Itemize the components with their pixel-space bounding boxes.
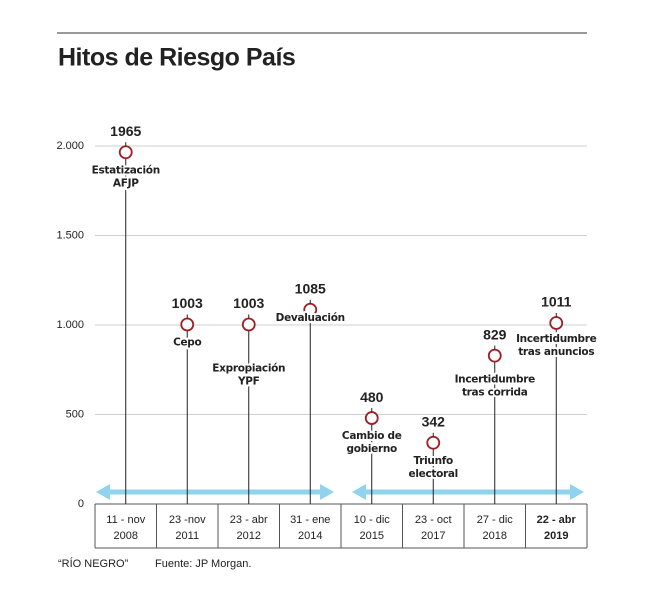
- x-tick-label: 2019: [544, 530, 568, 542]
- event-label: Incertidumbre: [516, 333, 597, 345]
- value-label: 342: [422, 413, 446, 429]
- point: [487, 348, 502, 363]
- value-label: 1003: [172, 295, 203, 311]
- value-label: 1003: [233, 295, 264, 311]
- chart-title: Hitos de Riesgo País: [58, 44, 295, 72]
- y-tick-label: 500: [66, 408, 84, 420]
- point: [118, 145, 133, 160]
- x-tick-label: 2017: [421, 530, 445, 542]
- value-label: 1965: [110, 123, 141, 139]
- arrow-head: [352, 484, 366, 500]
- value-label: 480: [360, 389, 384, 405]
- event-label: gobierno: [347, 443, 398, 455]
- point: [549, 316, 564, 330]
- x-tick-label: 23 -nov: [169, 514, 206, 526]
- point: [426, 435, 441, 450]
- y-tick-label: 1.000: [56, 319, 84, 331]
- x-tick-label: 27 - dic: [477, 514, 514, 526]
- arrow-head: [570, 484, 584, 500]
- event-label: tras anuncios: [518, 346, 594, 358]
- stems: [125, 152, 557, 504]
- x-tick-label: 2012: [237, 530, 261, 542]
- point: [180, 317, 195, 332]
- event-label: Cepo: [173, 336, 201, 348]
- y-tick-label: 1.500: [56, 229, 84, 241]
- event-label: Cambio de: [342, 430, 402, 442]
- event-label: tras corrida: [462, 387, 528, 399]
- event-label: YPF: [237, 375, 260, 387]
- x-tick-label: 23 - abr: [230, 514, 268, 526]
- x-tick-label: 23 - oct: [415, 514, 452, 526]
- y-tick-label: 2.000: [56, 140, 84, 152]
- x-tick-label: 2014: [298, 530, 322, 542]
- event-label: Devaluación: [276, 312, 345, 324]
- value-label: 1085: [295, 280, 326, 296]
- x-tick-label: 22 - abr: [537, 514, 577, 526]
- event-label: electoral: [409, 468, 458, 480]
- x-tick-label: 2018: [483, 530, 507, 542]
- x-tick-label: 11 - nov: [106, 514, 145, 526]
- x-tick-label: 2011: [175, 530, 199, 542]
- y-tick-label: 0: [78, 498, 84, 510]
- x-tick-label: 31 - ene: [290, 514, 330, 526]
- event-label: Expropiación: [212, 362, 285, 374]
- event-label: Estatización: [92, 164, 160, 176]
- event-label: Incertidumbre: [455, 374, 536, 386]
- point: [364, 411, 379, 425]
- x-tick-label: 10 - dic: [354, 514, 391, 526]
- x-tick-label: 2015: [360, 530, 384, 542]
- credit: “RÍO NEGRO”: [58, 557, 129, 570]
- x-tick-label: 2008: [114, 530, 138, 542]
- value-label: 829: [483, 326, 507, 342]
- event-label: AFJP: [113, 177, 139, 189]
- value-label: 1011: [541, 294, 572, 310]
- point: [241, 317, 256, 332]
- arrow-head: [96, 484, 110, 500]
- arrow-head: [320, 484, 334, 500]
- event-label: Triunfo: [414, 455, 454, 467]
- grid: [95, 145, 587, 505]
- source: Fuente: JP Morgan.: [155, 558, 251, 570]
